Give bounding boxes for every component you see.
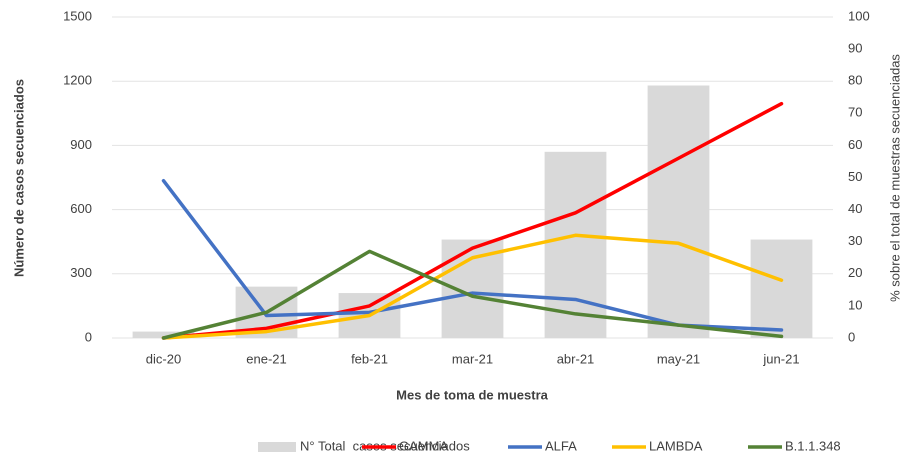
- y2-tick-label: 30: [848, 233, 862, 248]
- x-tick-label: abr-21: [557, 351, 595, 366]
- bar: [647, 85, 710, 338]
- y-axis-title: Número de casos secuenciados: [11, 79, 26, 277]
- x-axis-title: Mes de toma de muestra: [396, 387, 548, 402]
- x-tick-label: mar-21: [452, 351, 493, 366]
- bar: [750, 239, 813, 338]
- y2-tick-label: 90: [848, 41, 862, 56]
- line: [161, 249, 784, 340]
- x-tick-label: ene-21: [246, 351, 286, 366]
- y2-tick-label: 10: [848, 297, 862, 312]
- x-tick-label: dic-20: [146, 351, 181, 366]
- y-tick-label: 300: [70, 265, 92, 280]
- bar: [544, 151, 607, 338]
- y2-tick-label: 80: [848, 73, 862, 88]
- y2-tick-label: 70: [848, 105, 862, 120]
- y2-tick-label: 40: [848, 201, 862, 216]
- legend-label: GAMMA: [399, 438, 448, 453]
- y2-tick-label: 20: [848, 265, 862, 280]
- y2-tick-label: 50: [848, 169, 862, 184]
- legend-swatch: [258, 442, 296, 452]
- bar: [132, 331, 195, 338]
- y-tick-label: 600: [70, 201, 92, 216]
- line: [161, 101, 784, 340]
- x-tick-label: feb-21: [351, 351, 388, 366]
- y2-tick-label: 60: [848, 137, 862, 152]
- y-tick-label: 0: [85, 329, 92, 344]
- y2-axis-title: % sobre el total de muestras secuenciada…: [887, 54, 902, 302]
- y2-tick-label: 0: [848, 329, 855, 344]
- y-tick-label: 900: [70, 137, 92, 152]
- y-tick-label: 1200: [63, 73, 92, 88]
- legend-label: B.1.1.348: [785, 438, 841, 453]
- y2-tick-label: 100: [848, 8, 870, 23]
- legend-label: ALFA: [545, 438, 577, 453]
- y-tick-label: 1500: [63, 8, 92, 23]
- legend-label: LAMBDA: [649, 438, 703, 453]
- x-tick-label: may-21: [657, 351, 700, 366]
- line: [161, 233, 784, 340]
- x-tick-label: jun-21: [762, 351, 799, 366]
